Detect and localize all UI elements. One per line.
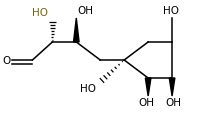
- Text: HO: HO: [163, 6, 179, 16]
- Polygon shape: [169, 78, 175, 96]
- Text: HO: HO: [32, 8, 48, 18]
- Text: OH: OH: [138, 98, 154, 108]
- Text: HO: HO: [80, 84, 96, 94]
- Text: OH: OH: [165, 98, 181, 108]
- Polygon shape: [145, 78, 151, 96]
- Text: O: O: [2, 57, 11, 67]
- Text: OH: OH: [77, 6, 93, 16]
- Polygon shape: [74, 18, 79, 42]
